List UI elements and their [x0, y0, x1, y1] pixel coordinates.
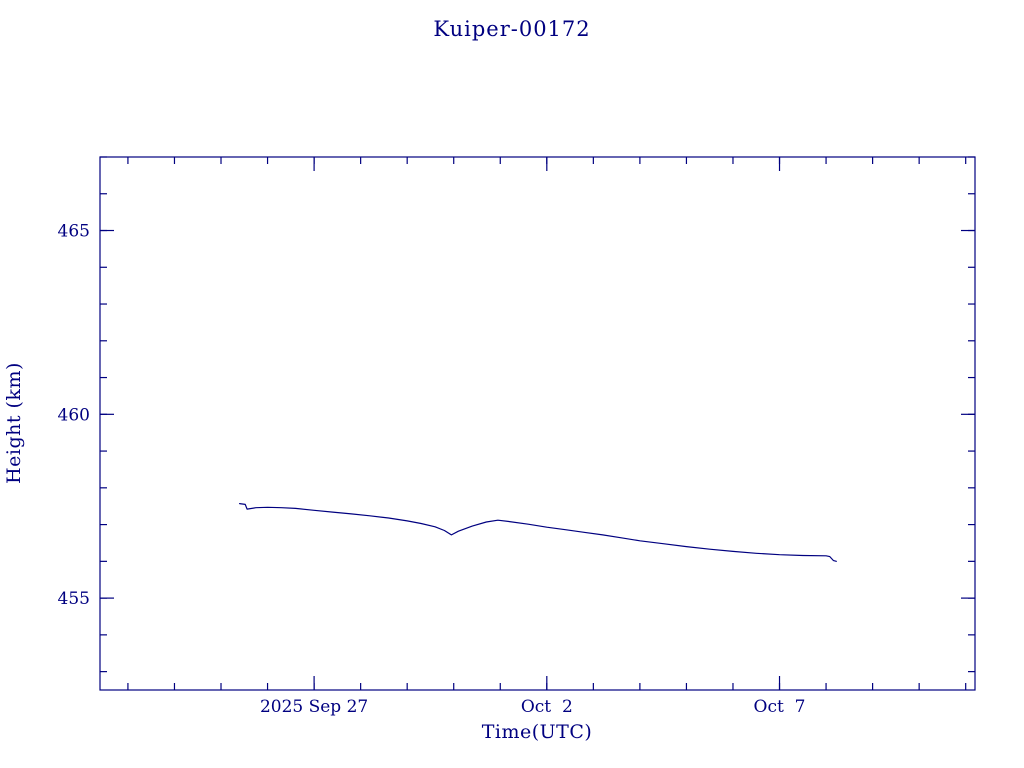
y-tick-label: 455: [58, 589, 90, 609]
x-tick-label: 2025 Sep 27: [260, 697, 368, 717]
y-tick-label: 460: [58, 405, 90, 425]
x-tick-label: Oct 7: [754, 697, 806, 717]
chart-title: Kuiper-00172: [433, 17, 591, 41]
x-axis-label: Time(UTC): [482, 721, 593, 743]
x-tick-label: Oct 2: [521, 697, 573, 717]
y-axis-label: Height (km): [3, 362, 25, 484]
height-series: [239, 503, 837, 562]
axes-frame: 2025 Sep 27 Oct 2 Oct 7 455 460 465: [58, 156, 976, 717]
height-series-line: [239, 503, 837, 562]
y-tick-label: 465: [58, 222, 90, 242]
